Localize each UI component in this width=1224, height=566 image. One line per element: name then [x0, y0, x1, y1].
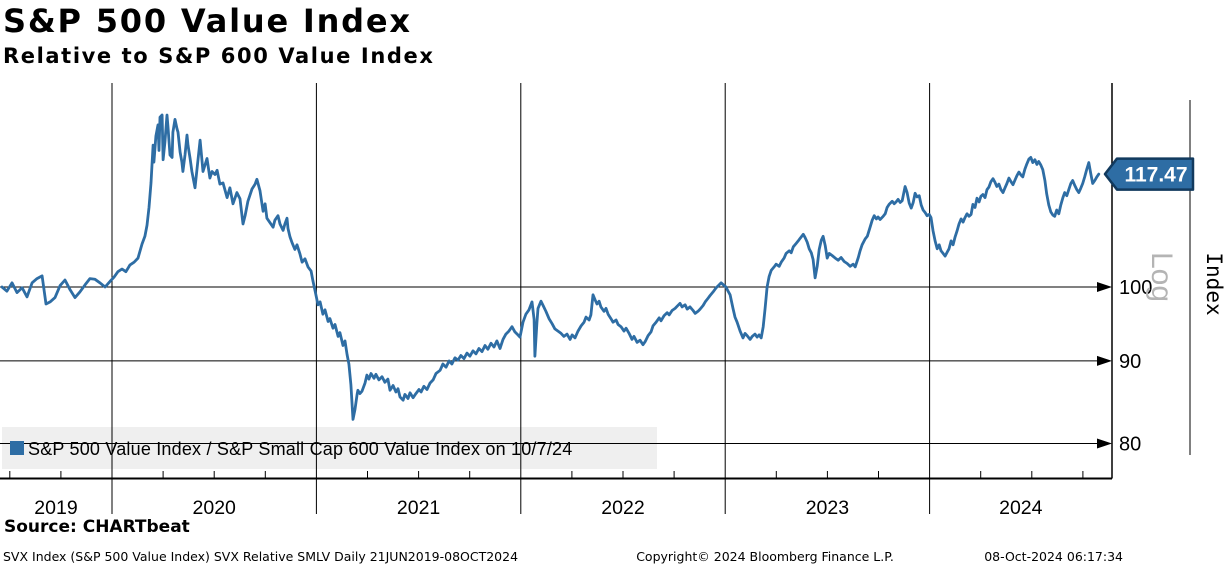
page-subtitle: Relative to S&P 600 Value Index [3, 44, 435, 68]
series-line [0, 113, 1101, 421]
x-tick-label-2020: 2020 [193, 497, 237, 519]
source-label: Source: CHARTbeat [4, 517, 190, 537]
tick-arrow-80 [1097, 438, 1112, 449]
y-tick-label-80: 80 [1119, 434, 1141, 456]
y-tick-label-100: 100 [1119, 277, 1152, 299]
y-axis-title: Index [1202, 252, 1224, 315]
ticker-description: SVX Index (S&P 500 Value Index) SVX Rela… [3, 549, 519, 564]
x-tick-label-2024: 2024 [999, 497, 1043, 519]
legend-label: S&P 500 Value Index / S&P Small Cap 600 … [28, 439, 572, 459]
log-scale-label: Log [1145, 252, 1178, 302]
copyright-notice: Copyright© 2024 Bloomberg Finance L.P. [636, 549, 894, 564]
x-tick-label-2022: 2022 [601, 497, 644, 519]
plot-area[interactable] [0, 83, 1112, 479]
x-tick-label-2019: 2019 [34, 497, 77, 519]
x-tick-label-2021: 2021 [397, 497, 440, 519]
tick-arrow-90 [1097, 355, 1112, 366]
legend-box [2, 427, 657, 469]
timestamp: 08-Oct-2024 06:17:34 [984, 549, 1123, 564]
last-value-tag [1103, 157, 1195, 191]
legend-marker [10, 441, 24, 455]
y-tick-label-90: 90 [1119, 351, 1141, 373]
x-tick-label-2023: 2023 [806, 497, 849, 519]
tick-arrow-100 [1097, 282, 1112, 292]
page-title: S&P 500 Value Index [3, 2, 412, 40]
last-value-text: 117.47 [1124, 164, 1187, 187]
